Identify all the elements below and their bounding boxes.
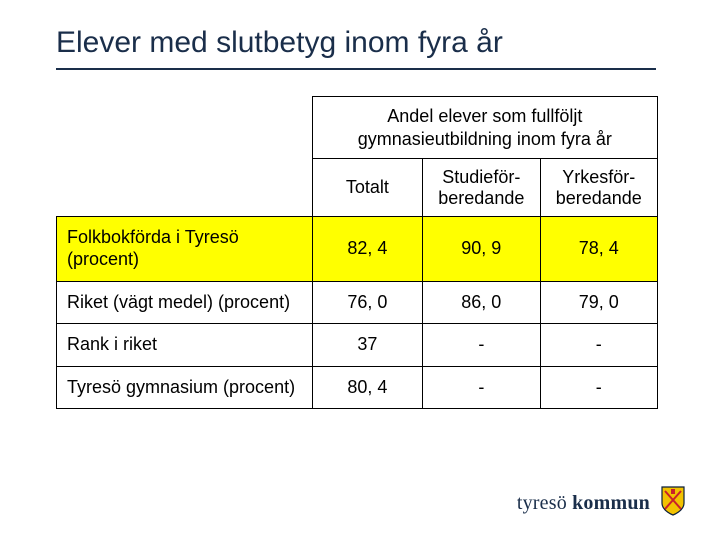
- cell-value: 90, 9: [423, 217, 540, 281]
- col-header-studie: Studieför-beredande: [423, 159, 540, 217]
- table-row: Riket (vägt medel) (procent) 76, 0 86, 0…: [57, 281, 658, 324]
- row-label: Folkbokförda i Tyresö (procent): [57, 217, 313, 281]
- cell-value: 37: [312, 324, 422, 367]
- data-table: Andel elever som fullföljt gymnasieutbil…: [56, 96, 658, 409]
- brand-bold-text: kommun: [572, 492, 650, 514]
- cell-value: 80, 4: [312, 366, 422, 409]
- cell-value: 86, 0: [423, 281, 540, 324]
- cell-value: -: [540, 366, 657, 409]
- cell-value: 78, 4: [540, 217, 657, 281]
- table-top-caption: Andel elever som fullföljt gymnasieutbil…: [312, 97, 657, 159]
- col-header-totalt: Totalt: [312, 159, 422, 217]
- brand-light: tyresö: [517, 492, 567, 514]
- shield-icon: [660, 485, 686, 522]
- table-row: Folkbokförda i Tyresö (procent) 82, 4 90…: [57, 217, 658, 281]
- cell-value: 76, 0: [312, 281, 422, 324]
- table-row: Tyresö gymnasium (procent) 80, 4 - -: [57, 366, 658, 409]
- table-row: Rank i riket 37 - -: [57, 324, 658, 367]
- row-label: Tyresö gymnasium (procent): [57, 366, 313, 409]
- cell-value: -: [423, 366, 540, 409]
- col-header-yrkes: Yrkesför-beredande: [540, 159, 657, 217]
- table-blank-header: [57, 97, 313, 159]
- row-label: Riket (vägt medel) (procent): [57, 281, 313, 324]
- table-blank-header-2: [57, 159, 313, 217]
- cell-value: -: [423, 324, 540, 367]
- title-underline: [56, 68, 656, 70]
- row-label: Rank i riket: [57, 324, 313, 367]
- footer: tyresö kommun: [517, 485, 686, 522]
- brand-text: tyresö kommun: [517, 492, 650, 515]
- cell-value: -: [540, 324, 657, 367]
- page-title: Elever med slutbetyg inom fyra år: [56, 26, 503, 60]
- cell-value: 82, 4: [312, 217, 422, 281]
- cell-value: 79, 0: [540, 281, 657, 324]
